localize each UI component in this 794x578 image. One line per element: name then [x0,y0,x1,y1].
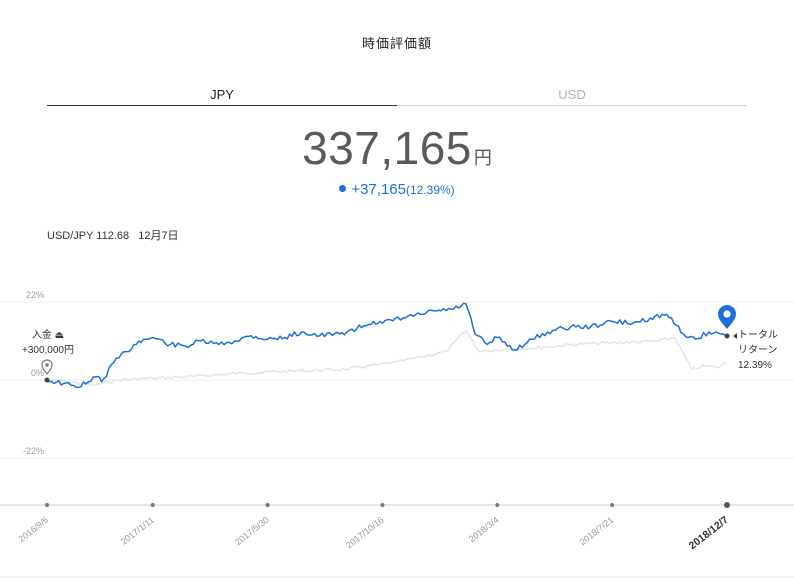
fx-date: 12月7日 [138,230,179,242]
change-percent: (12.39%) [405,183,455,197]
valuation-unit: 円 [473,148,492,168]
location-pin-hole [723,310,731,318]
benchmark-line [46,329,728,387]
x-tick-dot [610,503,615,507]
x-tick-label: 2018/3/4 [467,515,501,544]
y-tick-label: 0% [31,368,44,378]
deposit-pin-icon [41,359,53,375]
end-point [724,333,730,339]
start-point [44,377,50,383]
tab-usd[interactable]: USD [397,84,747,106]
y-tick-label: 22% [26,290,44,300]
x-tick-label: 2016/9/5 [16,515,50,544]
fx-pair: USD/JPY 112.68 [47,230,130,242]
x-tick-dot [150,503,155,507]
valuation-change: +37,165(12.39%) [0,181,794,198]
x-tick-label: 2017/1/11 [119,515,156,547]
portfolio-line [46,302,728,389]
x-tick-label: 2018/12/7 [687,514,731,552]
change-amount: +37,165 [351,181,406,198]
chart-markers [41,305,737,383]
fx-rate: USD/JPY 112.68 12月7日 [47,227,185,243]
x-tick-dot [265,503,270,507]
change-dot-icon [339,185,347,192]
valuation-total: 337,165 円 [0,121,794,175]
chart-series [46,302,728,389]
deposit-amount: +300,000円 [22,345,74,356]
x-tick-label: 2017/5/30 [233,515,271,548]
x-tick-dot [495,503,500,507]
total-return-annotation: トータル リターン 12.39% [738,328,778,373]
page-title: 時価評価額 [361,36,432,51]
deposit-label: 入金 [31,330,52,341]
deposit-icon: ⏏ [54,330,65,341]
x-tick-dot [45,503,49,507]
currency-tabs: JPY USD [47,84,747,106]
valuation-amount: 337,165 [302,122,472,174]
x-axis: 2016/9/5 2017/1/11 2017/5/30 2017/10/16 2018… [16,502,731,552]
x-tick-label: 2017/10/16 [344,515,386,551]
y-axis: 22% 0% -22% [23,290,44,456]
return-value: 12.39% [738,360,772,371]
y-tick-label: -22% [23,446,44,456]
x-tick-dot [380,503,385,507]
return-label-line1: トータル [738,330,778,341]
tab-jpy[interactable]: JPY [47,84,397,106]
x-tick-dot [724,502,730,508]
deposit-annotation: 入金 ⏏ +300,000円 [18,328,78,358]
return-label-line2: リターン [738,345,778,356]
x-tick-label: 2018/7/21 [578,515,616,548]
pointer-arrow-icon [733,333,737,340]
chart-grid [0,301,794,578]
deposit-pin-dot [45,363,49,367]
